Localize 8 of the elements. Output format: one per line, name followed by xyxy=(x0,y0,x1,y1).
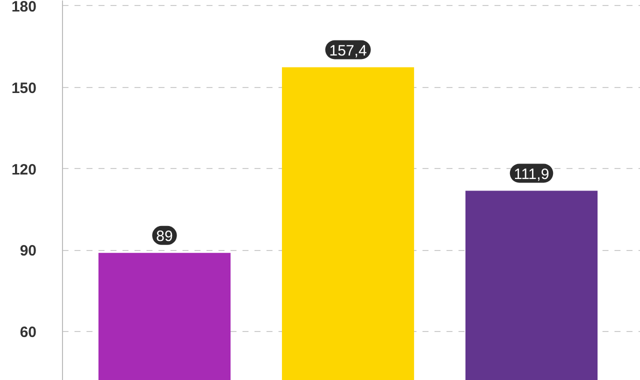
y-tick-label: 60 xyxy=(20,324,37,342)
y-tick-label: 90 xyxy=(20,242,37,260)
data-label: 157,4 xyxy=(329,42,367,60)
y-tick-label: 180 xyxy=(11,0,37,16)
y-tick-label: 150 xyxy=(11,80,37,97)
data-label: 111,9 xyxy=(514,166,550,183)
y-tick-label: 120 xyxy=(11,161,37,178)
data-label: 89 xyxy=(156,228,173,245)
